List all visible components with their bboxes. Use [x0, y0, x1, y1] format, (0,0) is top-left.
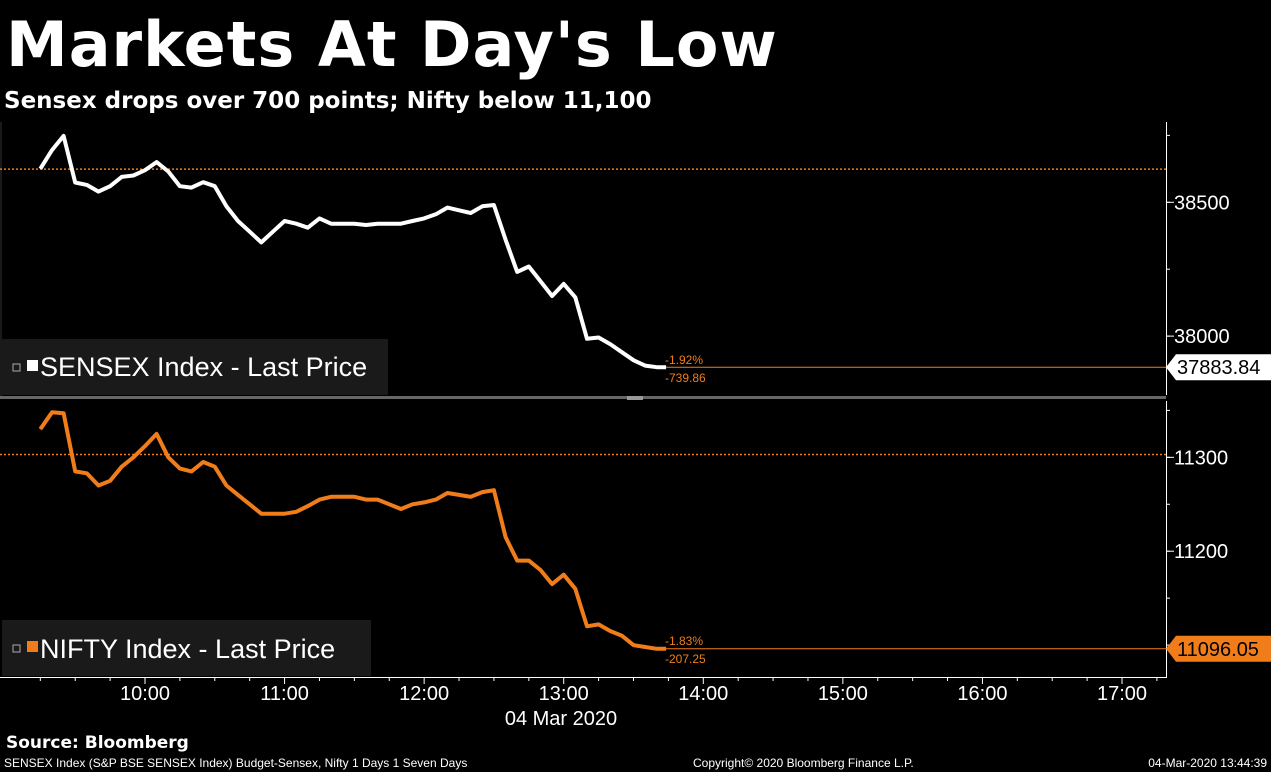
sensex-legend-swatch [27, 360, 38, 371]
legend-collapse-icon[interactable] [12, 363, 21, 372]
sensex-legend-label: SENSEX Index - Last Price [40, 352, 367, 382]
nifty-series-line [38, 410, 667, 651]
sensex-y-tick-label: 38000 [1174, 326, 1230, 348]
legend-collapse-icon[interactable] [12, 644, 21, 653]
nifty-ticks: 11200 11300 [1166, 409, 1228, 646]
sensex-last-price-box [1166, 354, 1271, 381]
footer-timestamp: 04-Mar-2020 13:44:39 [1148, 756, 1267, 770]
x-tick-label: 15:00 [818, 683, 868, 705]
nifty-last-price-label: 11096.05 [1177, 639, 1259, 661]
sensex-legend[interactable]: SENSEX Index - Last Price [2, 339, 388, 395]
x-axis-date-label: 04 Mar 2020 [505, 708, 617, 730]
footer-copyright: Copyright© 2020 Bloomberg Finance L.P. [693, 756, 914, 770]
sensex-y-tick-label: 38500 [1174, 192, 1230, 214]
x-tick-label: 10:00 [120, 683, 170, 705]
nifty-y-tick-label: 11200 [1174, 541, 1228, 563]
footer-description: SENSEX Index (S&P BSE SENSEX Index) Budg… [4, 756, 468, 770]
sensex-series-line [38, 133, 667, 370]
panel-divider-handle[interactable] [627, 396, 643, 400]
x-tick-label: 17:00 [1097, 683, 1147, 705]
nifty-legend[interactable]: NIFTY Index - Last Price [2, 620, 371, 676]
x-tick-label: 12:00 [399, 683, 449, 705]
nifty-y-tick-label: 11300 [1174, 447, 1228, 469]
x-tick-label: 11:00 [260, 683, 309, 705]
sensex-change-abs: -739.86 [665, 371, 706, 385]
x-ticks: 10:00 11:00 12:00 13:00 14:00 15:00 16:00 17:00 [39, 677, 1158, 705]
nifty-last-price-box [1166, 635, 1271, 662]
nifty-change-pct: -1.83% [665, 634, 703, 648]
sensex-last-price-label: 37883.84 [1177, 357, 1260, 379]
x-tick-label: 14:00 [678, 683, 728, 705]
sensex-ticks: 38000 38500 [1166, 134, 1230, 348]
sensex-change-pct: -1.92% [665, 353, 703, 367]
x-tick-label: 16:00 [957, 683, 1007, 705]
source-label: Source: Bloomberg [6, 733, 189, 753]
chart-subtitle: Sensex drops over 700 points; Nifty belo… [4, 88, 652, 114]
nifty-change-abs: -207.25 [665, 652, 706, 666]
chart-title: Markets At Day's Low [6, 8, 778, 81]
x-tick-label: 13:00 [539, 683, 589, 705]
nifty-legend-label: NIFTY Index - Last Price [40, 634, 335, 664]
nifty-legend-swatch [27, 641, 38, 652]
